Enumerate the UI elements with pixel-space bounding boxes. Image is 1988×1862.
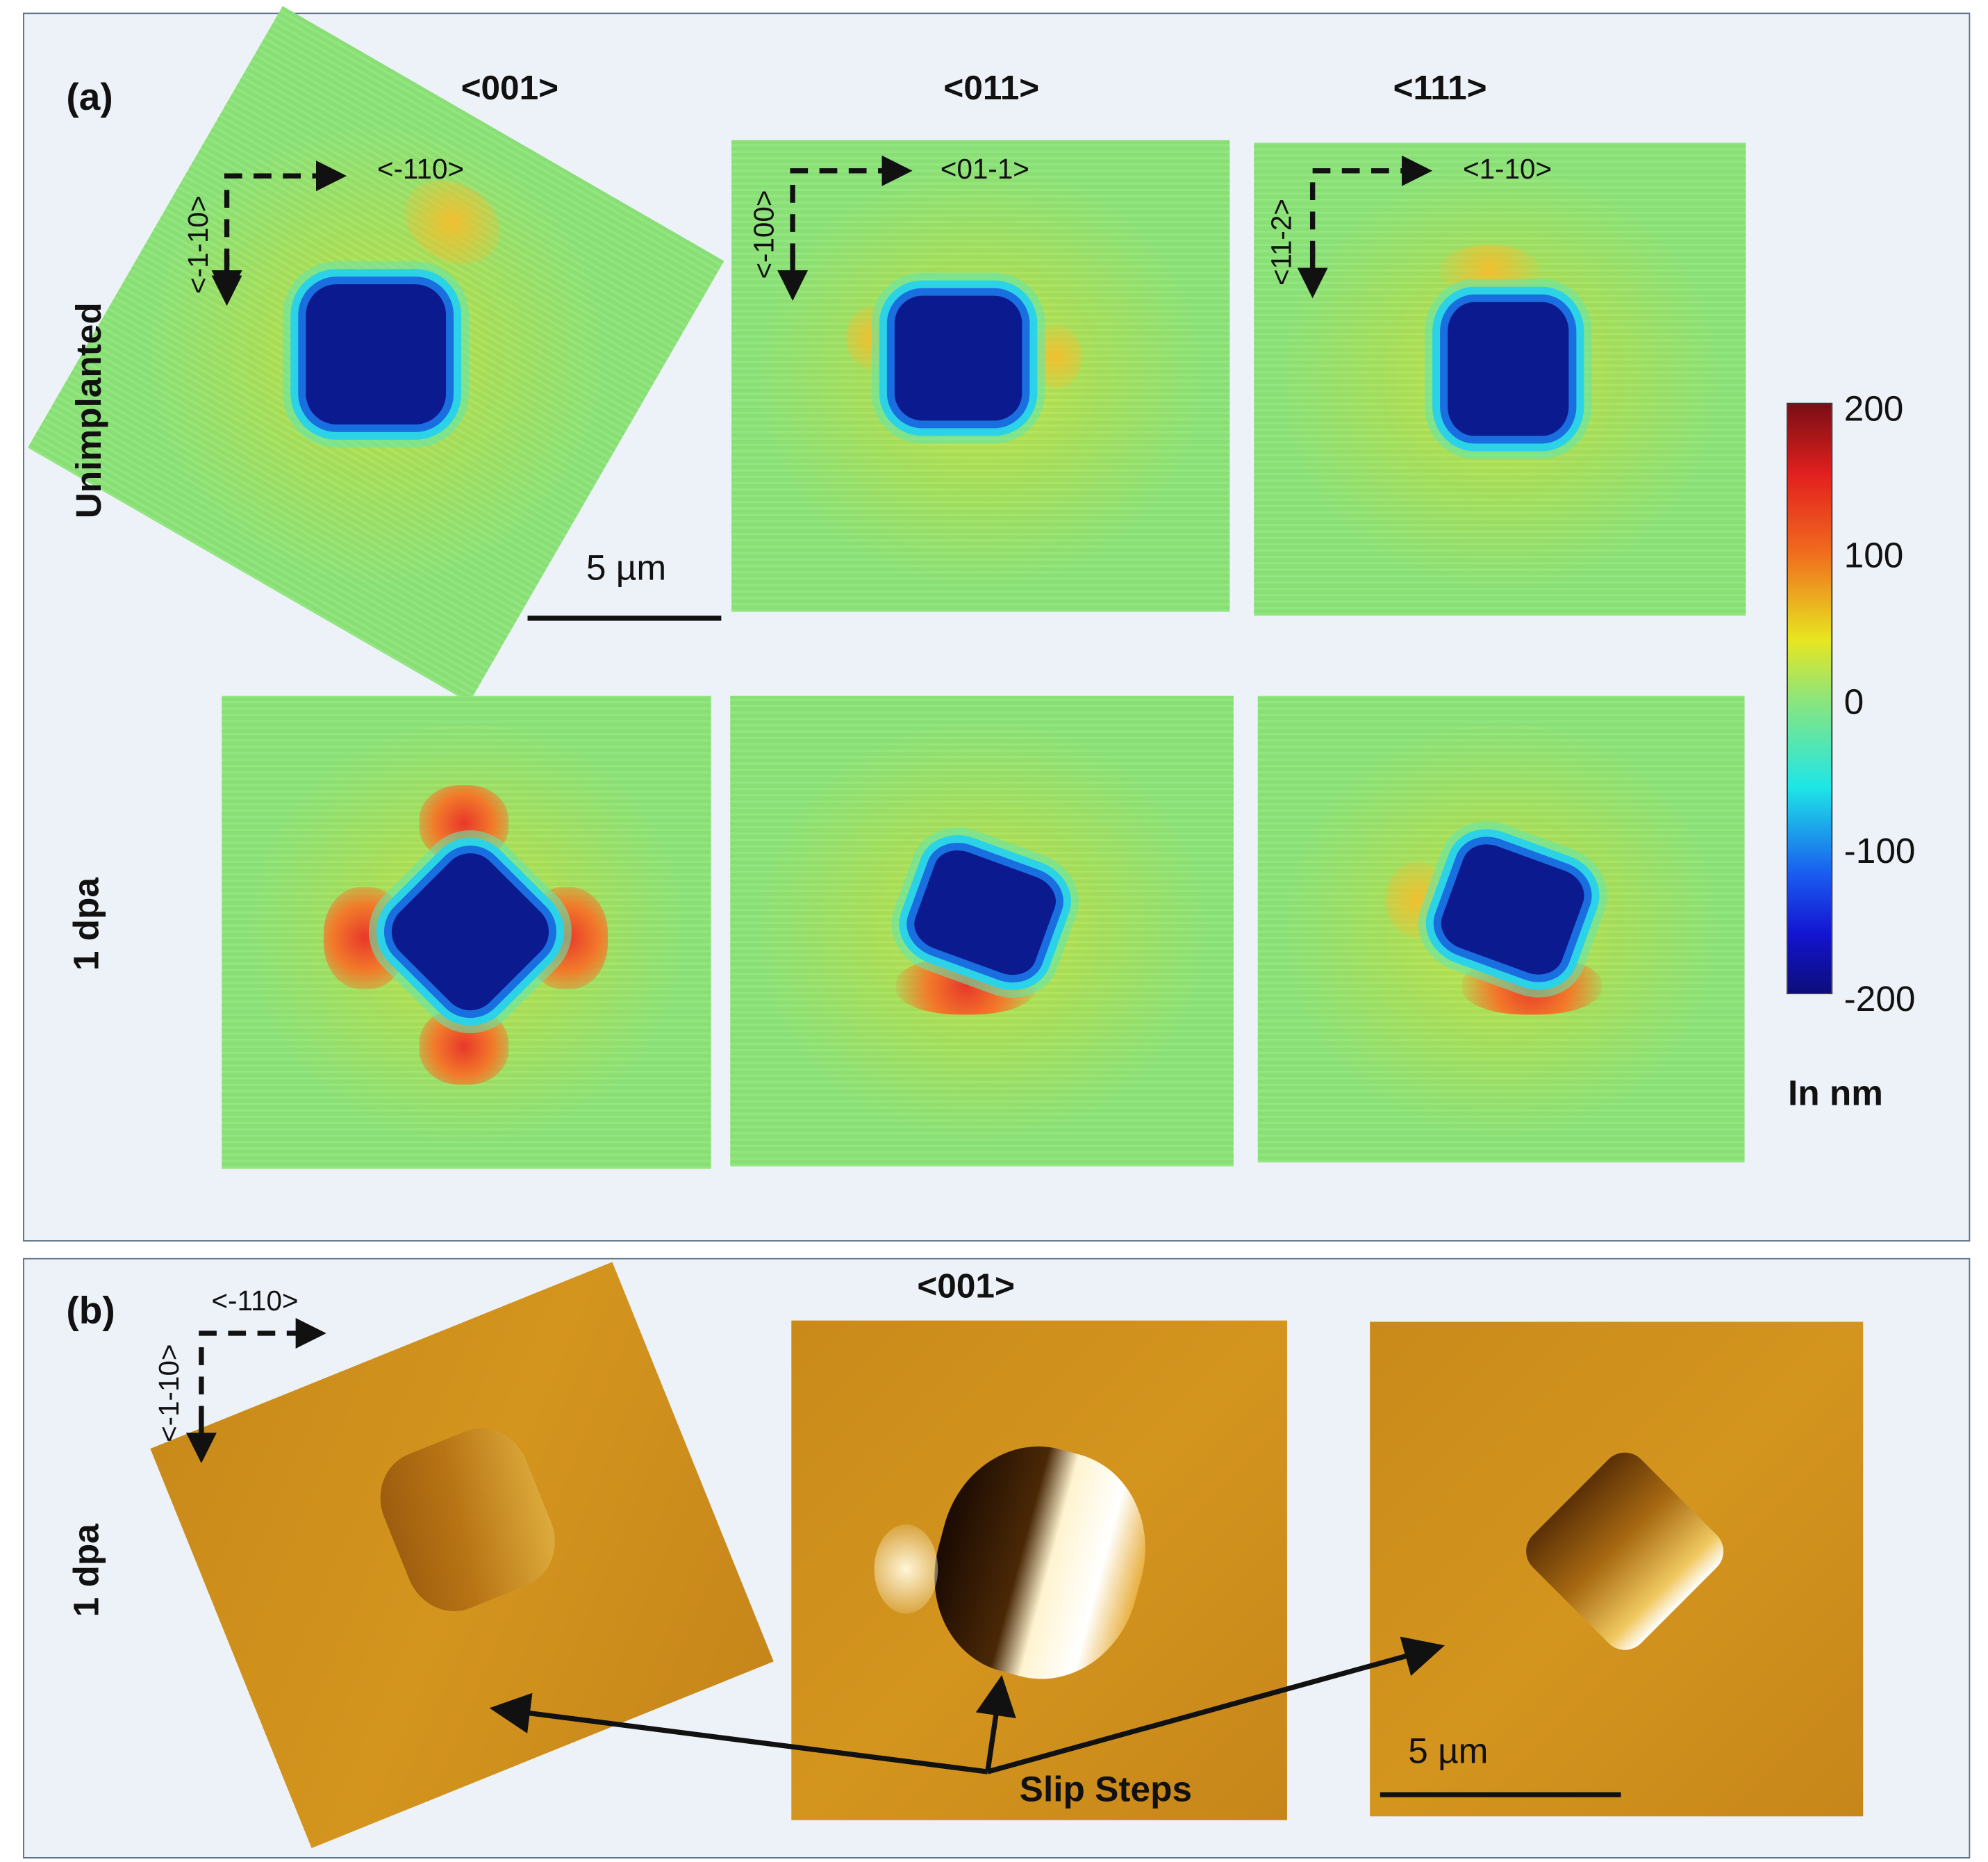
colorbar-unit: In nm [1787, 1073, 1883, 1113]
row-label-1dpa: 1 dpa [66, 877, 106, 971]
scale-bar-label-a: 5 µm [586, 547, 667, 588]
map-1dpa-001 [222, 695, 711, 1169]
map-1dpa-111 [1257, 695, 1745, 1163]
colorbar-tick-100: 100 [1844, 535, 1904, 575]
column-header-001: <001> [461, 69, 559, 108]
axis-label-v-001: <-1-10> [182, 195, 215, 294]
colorbar [1787, 402, 1833, 994]
slip-steps-annotation: Slip Steps [1019, 1769, 1193, 1809]
axis-label-h-111: <1-10> [1463, 153, 1552, 186]
column-header-011: <011> [943, 69, 1040, 108]
map-unimplanted-111 [1254, 142, 1746, 616]
colorbar-tick-neg200: -200 [1844, 978, 1916, 1019]
axis-label-h-011: <01-1> [940, 153, 1029, 186]
column-header-111: <111> [1393, 69, 1487, 108]
axis-label-v-011: <-100> [747, 190, 780, 279]
colorbar-tick-neg100: -100 [1844, 831, 1916, 871]
map-unimplanted-011 [731, 140, 1230, 612]
afm-1dpa-001-center [791, 1320, 1287, 1820]
axis-label-h-b: <-110> [211, 1285, 299, 1317]
axis-label-h-001: <-110> [377, 153, 464, 186]
colorbar-tick-200: 200 [1844, 388, 1904, 429]
row-label-b-1dpa: 1 dpa [66, 1524, 106, 1617]
axis-label-v-111: <11-2> [1265, 199, 1298, 286]
column-header-b-001: <001> [917, 1267, 1015, 1305]
afm-1dpa-001-right [1370, 1321, 1864, 1817]
panel-b-label: (b) [66, 1290, 115, 1333]
row-label-unimplanted: Unimplanted [69, 302, 108, 519]
colorbar-tick-0: 0 [1844, 682, 1864, 722]
map-1dpa-011 [730, 695, 1234, 1167]
panel-a-label: (a) [66, 76, 113, 119]
axis-label-v-b: <-1-10> [153, 1344, 185, 1442]
scale-bar-label-b: 5 µm [1408, 1731, 1489, 1771]
